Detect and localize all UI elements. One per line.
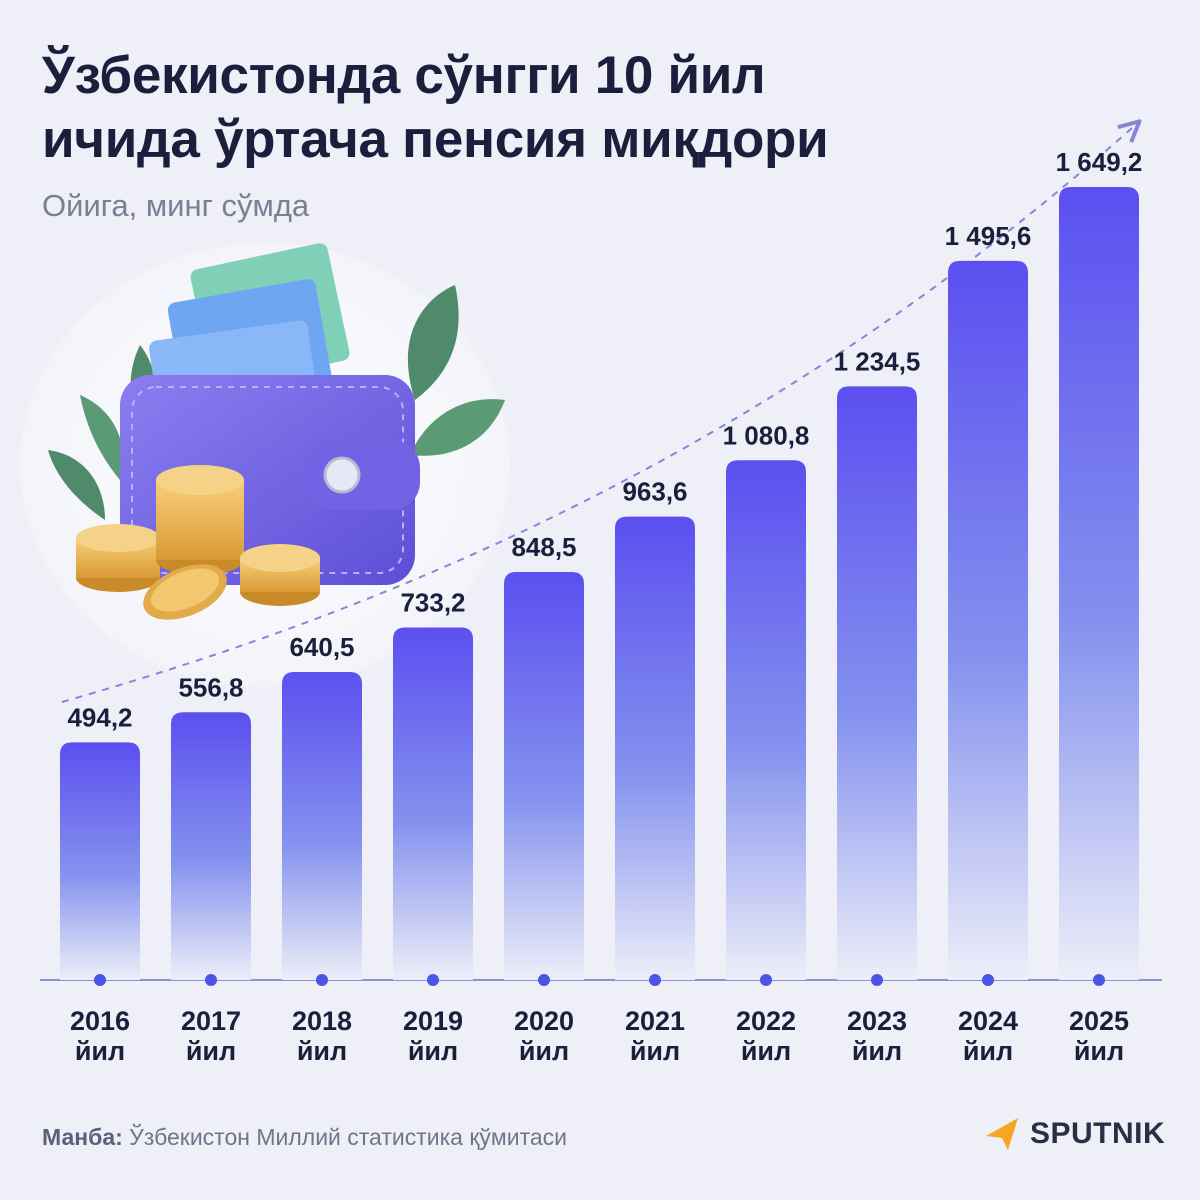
x-tick-suffix-2016: йил	[75, 1036, 125, 1066]
value-label-2017: 556,8	[178, 672, 243, 702]
x-tick-label-2018: 2018	[292, 1006, 352, 1036]
bar-2025	[1059, 187, 1139, 980]
x-tick-suffix-2019: йил	[408, 1036, 458, 1066]
axis-dot-2022	[760, 974, 772, 986]
value-label-2020: 848,5	[511, 532, 576, 562]
x-tick-suffix-2018: йил	[297, 1036, 347, 1066]
x-tick-suffix-2025: йил	[1074, 1036, 1124, 1066]
bar-2024	[948, 260, 1028, 980]
x-tick-suffix-2024: йил	[963, 1036, 1013, 1066]
bars-group	[60, 187, 1139, 981]
value-label-2025: 1 649,2	[1056, 147, 1143, 177]
title-line-2: ичида ўртача пенсия миқдори	[42, 110, 829, 169]
bar-2019	[393, 627, 473, 980]
x-tick-suffix-2021: йил	[630, 1036, 680, 1066]
x-tick-label-2016: 2016	[70, 1006, 130, 1036]
bar-2018	[282, 672, 362, 980]
x-tick-label-2023: 2023	[847, 1006, 907, 1036]
bar-2016	[60, 742, 140, 980]
x-tick-label-2017: 2017	[181, 1006, 241, 1036]
chart-title: Ўзбекистонда сўнгги 10 йил ичида ўртача …	[42, 44, 1002, 172]
value-label-2022: 1 080,8	[723, 420, 810, 450]
bar-2023	[837, 386, 917, 980]
axis-dot-2024	[982, 974, 994, 986]
x-tick-suffix-2020: йил	[519, 1036, 569, 1066]
source-note: Манба: Ўзбекистон Миллий статистика қўми…	[42, 1124, 567, 1151]
sputnik-logo-icon	[986, 1118, 1018, 1150]
x-tick-labels-group: 2016йил2017йил2018йил2019йил2020йил2021й…	[70, 1006, 1129, 1066]
axis-dot-2025	[1093, 974, 1105, 986]
title-line-1: Ўзбекистонда сўнгги 10 йил	[42, 46, 766, 105]
x-tick-label-2025: 2025	[1069, 1006, 1129, 1036]
bar-2021	[615, 516, 695, 980]
axis-dot-2017	[205, 974, 217, 986]
value-labels-group: 494,2 556,8 640,5 733,2 848,5 963,6 1 080,8 1 2…	[67, 147, 1142, 732]
value-label-2019: 733,2	[400, 587, 465, 617]
source-text: Ўзбекистон Миллий статистика қўмитаси	[122, 1124, 567, 1150]
bar-2020	[504, 572, 584, 980]
x-tick-suffix-2022: йил	[741, 1036, 791, 1066]
axis-dot-2020	[538, 974, 550, 986]
value-label-2021: 963,6	[622, 477, 687, 507]
axis-dot-2016	[94, 974, 106, 986]
sputnik-logo: SPUTNIK	[982, 1114, 1165, 1154]
x-tick-label-2019: 2019	[403, 1006, 463, 1036]
x-tick-label-2021: 2021	[625, 1006, 685, 1036]
x-tick-suffix-2023: йил	[852, 1036, 902, 1066]
bar-2017	[171, 712, 251, 980]
logo-text: SPUTNIK	[1030, 1117, 1166, 1150]
bar-2022	[726, 460, 806, 981]
value-label-2018: 640,5	[289, 632, 354, 662]
value-label-2016: 494,2	[67, 702, 132, 732]
bar-chart: 494,2 556,8 640,5 733,2 848,5 963,6 1 080,8 1 2…	[20, 0, 1162, 1066]
axis-dot-2021	[649, 974, 661, 986]
axis-dot-2019	[427, 974, 439, 986]
value-label-2024: 1 495,6	[945, 221, 1032, 251]
trend-arrow	[61, 128, 1132, 703]
axis-dot-2018	[316, 974, 328, 986]
chart-subtitle: Ойига, минг сўмда	[42, 188, 310, 223]
x-tick-label-2022: 2022	[736, 1006, 796, 1036]
x-tick-label-2024: 2024	[958, 1006, 1018, 1036]
x-tick-suffix-2017: йил	[186, 1036, 236, 1066]
value-label-2023: 1 234,5	[834, 346, 921, 376]
x-tick-label-2020: 2020	[514, 1006, 574, 1036]
source-label: Манба:	[42, 1124, 123, 1150]
axis-dot-2023	[871, 974, 883, 986]
axis-dots-group	[94, 974, 1105, 986]
wallet-with-money-and-coins-icon	[20, 243, 510, 687]
